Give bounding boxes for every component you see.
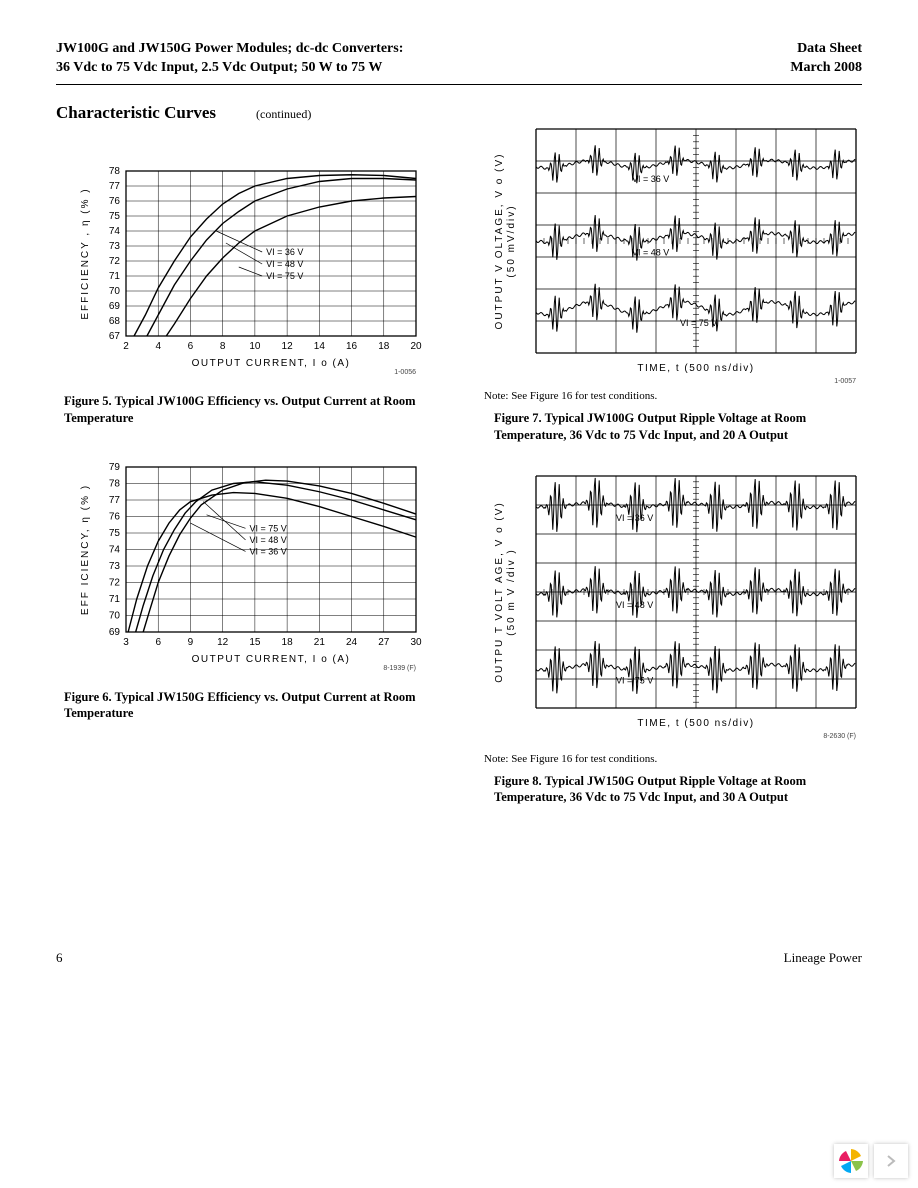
- svg-text:TIME, t (500 ns/div): TIME, t (500 ns/div): [637, 718, 754, 729]
- svg-text:77: 77: [109, 181, 121, 192]
- svg-text:VI = 36 V: VI = 36 V: [266, 247, 303, 257]
- page-header: JW100G and JW150G Power Modules; dc-dc C…: [56, 40, 862, 78]
- svg-text:18: 18: [282, 637, 294, 648]
- svg-text:VI = 75 V: VI = 75 V: [616, 675, 653, 685]
- svg-text:69: 69: [109, 627, 121, 638]
- svg-text:16: 16: [346, 341, 358, 352]
- figure-7-chart: VI = 36 V VI = 48 V VI = 75 V TIME, t (500 …: [476, 121, 876, 386]
- figure-5-chart: 2468101214161820676869707172737475767778…: [56, 155, 436, 385]
- svg-text:3: 3: [123, 637, 129, 648]
- svg-text:EFFICIENCY , η (% ): EFFICIENCY , η (% ): [80, 187, 91, 319]
- svg-text:27: 27: [378, 637, 390, 648]
- svg-text:24: 24: [346, 637, 358, 648]
- svg-text:21: 21: [314, 637, 326, 648]
- svg-text:OUTPUT CURRENT, I o: OUTPUT CURRENT, I o (A): [192, 654, 351, 665]
- figure-5-caption: Figure 5. Typical JW100G Efficiency vs. …: [56, 393, 456, 427]
- svg-text:1-0056: 1-0056: [394, 369, 416, 376]
- figure-7-note: Note: See Figure 16 for test conditions.: [484, 390, 876, 402]
- chevron-right-icon: [884, 1154, 898, 1168]
- svg-text:6: 6: [188, 341, 194, 352]
- header-right-2: March 2008: [790, 59, 862, 78]
- viewer-logo-button[interactable]: [834, 1144, 868, 1178]
- svg-text:10: 10: [249, 341, 261, 352]
- header-rule: [56, 84, 862, 85]
- svg-text:75: 75: [109, 211, 121, 222]
- section-continued: (continued): [256, 107, 311, 122]
- svg-text:1-0057: 1-0057: [834, 378, 856, 385]
- viewer-next-button[interactable]: [874, 1144, 908, 1178]
- petal-logo-icon: [836, 1146, 866, 1176]
- svg-text:6: 6: [155, 637, 161, 648]
- figure-8-chart: VI = 36 V VI = 48 V VI = 75 V TIME, t (500 …: [476, 468, 876, 743]
- svg-text:69: 69: [109, 301, 121, 312]
- svg-text:OUTPU T VOLT AGE, V o (V): OUTPU T VOLT AGE, V o (V): [494, 501, 505, 683]
- svg-text:(50 mV/div): (50 mV/div): [506, 204, 517, 277]
- svg-text:TIME, t (500 ns/div): TIME, t (500 ns/div): [637, 363, 754, 374]
- svg-text:70: 70: [109, 286, 121, 297]
- svg-text:73: 73: [109, 561, 121, 572]
- svg-text:9: 9: [188, 637, 194, 648]
- section-title: Characteristic Curves: [56, 103, 216, 123]
- header-left-1: JW100G and JW150G Power Modules; dc-dc C…: [56, 40, 403, 59]
- svg-text:77: 77: [109, 495, 121, 506]
- svg-text:78: 78: [109, 166, 121, 177]
- figure-7-caption: Figure 7. Typical JW100G Output Ripple V…: [476, 410, 876, 444]
- svg-text:12: 12: [217, 637, 229, 648]
- svg-text:67: 67: [109, 331, 121, 342]
- svg-text:(50 m V /div ): (50 m V /div ): [506, 548, 517, 635]
- viewer-nav: [834, 1144, 908, 1178]
- svg-text:OUTPUT V OLTAGE, V o (V): OUTPUT V OLTAGE, V o (V): [494, 152, 505, 329]
- svg-text:8-1939 (F): 8-1939 (F): [383, 665, 416, 672]
- svg-text:8: 8: [220, 341, 226, 352]
- svg-text:78: 78: [109, 478, 121, 489]
- svg-text:79: 79: [109, 462, 121, 473]
- figure-8-note: Note: See Figure 16 for test conditions.: [484, 753, 876, 765]
- svg-text:EFF ICIENCY, η (% ): EFF ICIENCY, η (% ): [80, 483, 91, 614]
- svg-text:72: 72: [109, 256, 121, 267]
- svg-text:VI = 75 V: VI = 75 V: [266, 271, 303, 281]
- svg-text:15: 15: [249, 637, 261, 648]
- figure-6-caption: Figure 6. Typical JW150G Efficiency vs. …: [56, 689, 456, 723]
- svg-text:VI = 48 V: VI = 48 V: [632, 247, 669, 257]
- page-number: 6: [56, 950, 63, 966]
- svg-text:71: 71: [109, 271, 121, 282]
- svg-text:VI = 36 V: VI = 36 V: [616, 512, 653, 522]
- svg-text:76: 76: [109, 196, 121, 207]
- svg-text:14: 14: [314, 341, 326, 352]
- svg-text:18: 18: [378, 341, 390, 352]
- svg-text:74: 74: [109, 226, 121, 237]
- svg-text:74: 74: [109, 544, 121, 555]
- svg-text:VI = 48 V: VI = 48 V: [616, 599, 653, 609]
- svg-text:76: 76: [109, 511, 121, 522]
- figure-8-caption: Figure 8. Typical JW150G Output Ripple V…: [476, 773, 876, 807]
- page-footer: 6 Lineage Power: [56, 950, 862, 966]
- svg-text:VI = 75 V: VI = 75 V: [680, 318, 717, 328]
- footer-company: Lineage Power: [784, 950, 862, 966]
- svg-text:OUTPUT CURRENT, I o (A): OUTPUT CURRENT, I o (A): [192, 358, 351, 369]
- figure-6-chart: 369121518212427306970717273747576777879O…: [56, 451, 436, 681]
- svg-text:VI = 36 V: VI = 36 V: [632, 174, 669, 184]
- svg-text:20: 20: [410, 341, 422, 352]
- header-left-2: 36 Vdc to 75 Vdc Input, 2.5 Vdc Output; …: [56, 59, 403, 78]
- header-right-1: Data Sheet: [790, 40, 862, 59]
- svg-text:75: 75: [109, 528, 121, 539]
- svg-text:VI = 36 V: VI = 36 V: [250, 546, 287, 556]
- svg-text:8-2630 (F): 8-2630 (F): [823, 733, 856, 740]
- svg-text:70: 70: [109, 610, 121, 621]
- svg-text:VI = 75 V: VI = 75 V: [250, 523, 287, 533]
- svg-text:30: 30: [410, 637, 422, 648]
- svg-text:68: 68: [109, 316, 121, 327]
- svg-text:71: 71: [109, 594, 121, 605]
- svg-text:73: 73: [109, 241, 121, 252]
- svg-text:12: 12: [282, 341, 294, 352]
- svg-text:4: 4: [155, 341, 161, 352]
- svg-text:2: 2: [123, 341, 129, 352]
- svg-text:VI = 48 V: VI = 48 V: [266, 259, 303, 269]
- svg-text:VI = 48 V: VI = 48 V: [250, 534, 287, 544]
- svg-text:72: 72: [109, 577, 121, 588]
